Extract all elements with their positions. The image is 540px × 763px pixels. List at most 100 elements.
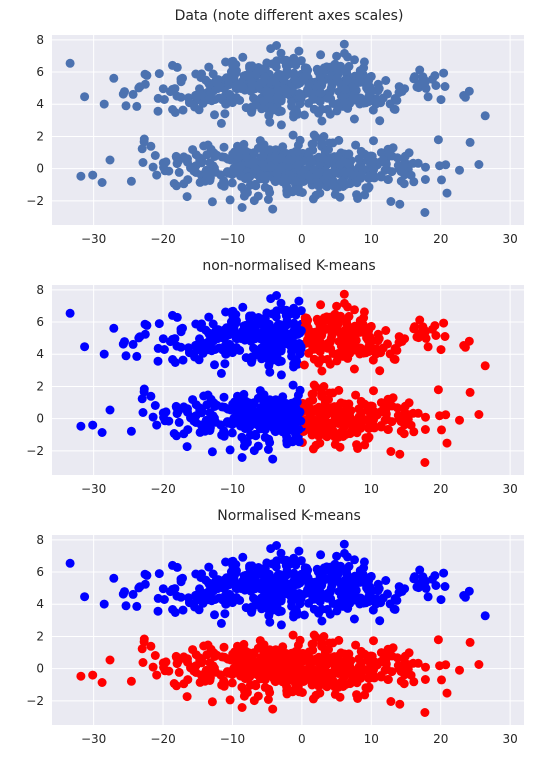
data-point [344, 149, 354, 159]
data-point [245, 672, 255, 682]
data-point [268, 204, 278, 214]
data-point [316, 550, 326, 560]
data-point [366, 151, 376, 161]
data-point [356, 146, 366, 156]
data-point [305, 421, 314, 431]
data-point [299, 360, 309, 370]
data-point [245, 313, 255, 323]
data-point [313, 567, 323, 577]
data-point [480, 361, 490, 371]
data-point [194, 403, 204, 413]
data-point [158, 84, 168, 94]
data-point [158, 658, 168, 668]
data-point [80, 92, 90, 102]
data-point [437, 175, 446, 185]
data-point [455, 165, 464, 175]
y-tick-label: −2 [26, 194, 44, 208]
data-point [390, 104, 400, 114]
data-point [65, 558, 75, 568]
data-point [353, 694, 363, 703]
data-point [299, 610, 309, 620]
data-point [392, 595, 402, 605]
data-point [330, 189, 340, 199]
data-point [212, 650, 222, 660]
x-tick-label: 30 [502, 482, 517, 496]
data-point [88, 420, 98, 430]
data-point [202, 668, 212, 678]
data-point [258, 576, 268, 586]
data-point [308, 444, 318, 454]
data-point [373, 329, 383, 339]
data-point [128, 339, 138, 349]
data-point [288, 630, 298, 640]
data-point [396, 167, 406, 176]
data-point [229, 413, 239, 423]
data-point [289, 568, 299, 578]
data-point [322, 670, 332, 680]
data-point [380, 165, 390, 175]
data-point [295, 91, 305, 101]
data-point [109, 573, 119, 583]
data-point [253, 441, 263, 451]
data-point [440, 82, 450, 91]
data-point [194, 653, 204, 663]
data-point [241, 403, 251, 412]
data-point [337, 676, 347, 686]
data-point [225, 90, 235, 100]
x-tick-label: −20 [150, 482, 175, 496]
data-point [276, 106, 286, 116]
data-point [343, 103, 353, 113]
data-point [304, 329, 314, 339]
data-point [437, 425, 446, 435]
data-point [455, 415, 464, 425]
data-point [333, 401, 343, 411]
data-point [381, 326, 391, 335]
data-point [279, 75, 289, 85]
data-point [332, 51, 342, 61]
data-point [120, 87, 129, 97]
data-point [373, 79, 383, 89]
data-point [220, 609, 230, 619]
data-point [241, 653, 251, 662]
data-point [355, 71, 365, 81]
data-point [173, 407, 183, 416]
data-point [220, 109, 230, 119]
data-point [235, 595, 245, 605]
data-point [351, 140, 361, 150]
data-point [242, 688, 252, 698]
data-point [265, 588, 275, 598]
data-point [109, 323, 119, 333]
data-point [371, 349, 381, 359]
data-point [260, 182, 270, 192]
data-point [214, 593, 224, 603]
data-point [282, 86, 291, 96]
data-point [272, 541, 281, 550]
data-point [277, 412, 286, 422]
data-point [326, 333, 336, 343]
data-point [474, 410, 484, 419]
data-point [260, 675, 270, 685]
data-point [354, 154, 364, 164]
data-point [256, 315, 266, 325]
data-point [80, 342, 90, 352]
data-point [313, 317, 323, 327]
data-point [376, 398, 386, 408]
data-point [236, 171, 246, 181]
data-point [284, 560, 294, 570]
data-point [276, 403, 286, 413]
data-point [343, 603, 353, 613]
data-point [140, 319, 150, 329]
data-point [396, 667, 406, 676]
data-point [339, 289, 349, 299]
data-point [359, 557, 369, 567]
data-point [412, 332, 422, 342]
data-point [276, 48, 286, 58]
data-point [371, 599, 381, 609]
data-point [237, 453, 247, 462]
data-point [152, 420, 162, 430]
data-point [221, 99, 231, 109]
data-point [309, 604, 319, 614]
data-point [330, 559, 340, 569]
data-point [333, 101, 343, 111]
data-point [339, 657, 349, 667]
